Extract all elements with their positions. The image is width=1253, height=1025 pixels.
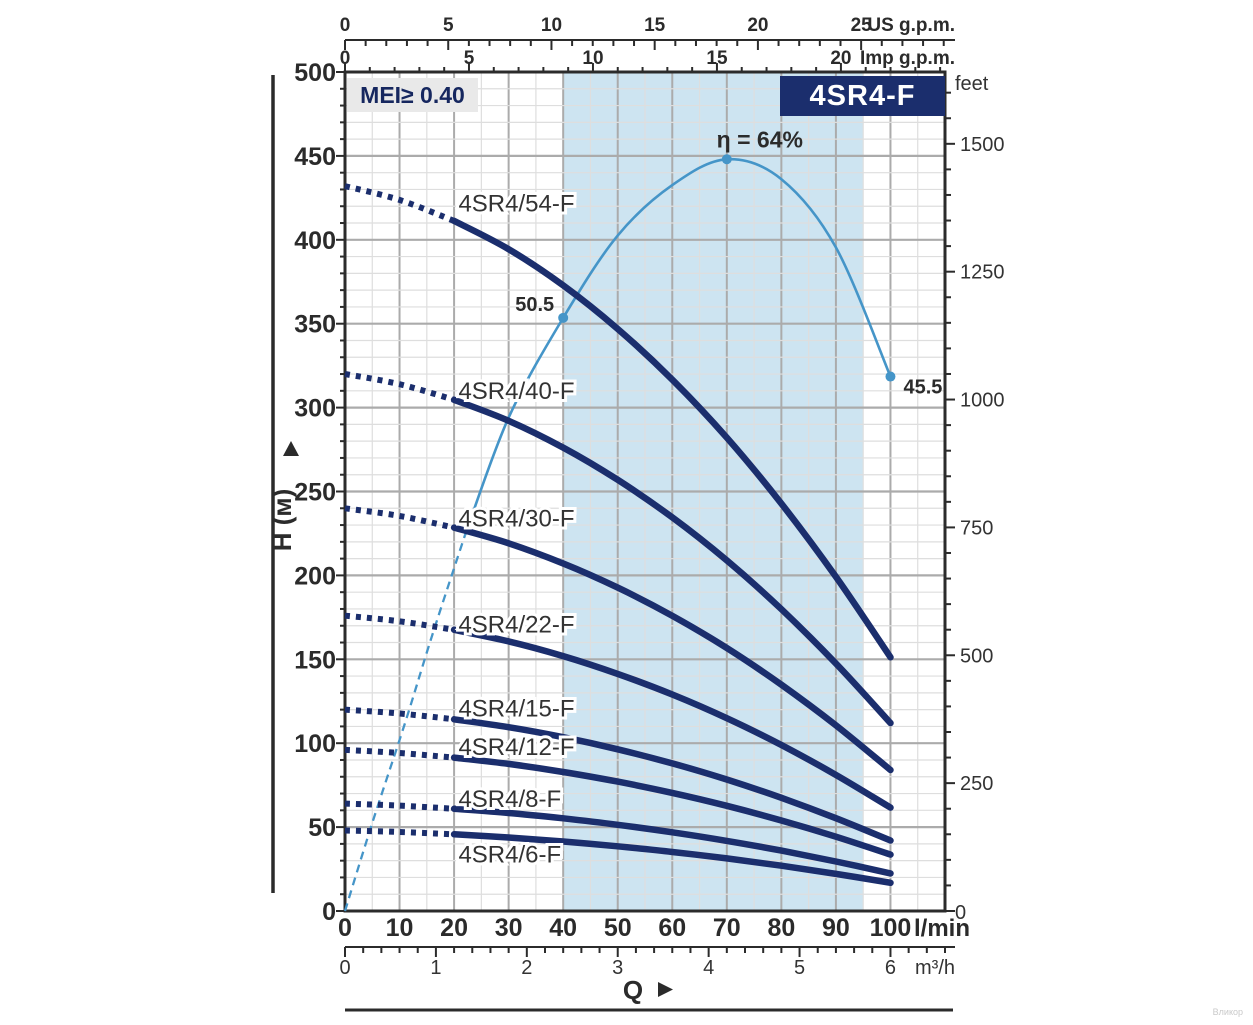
pump-curve-4SR4/54-F bbox=[450, 217, 894, 661]
tick-label-feet: 1250 bbox=[960, 262, 1005, 284]
tick-label-feet: 1500 bbox=[960, 134, 1005, 156]
watermark: Вликор bbox=[1212, 1007, 1243, 1017]
efficiency-point bbox=[721, 154, 732, 165]
tick-label-lmin: 100 bbox=[870, 914, 912, 942]
impgpm-axis-title: Imp g.p.m. bbox=[860, 48, 955, 69]
pump-curve-4SR4/40-F bbox=[450, 396, 894, 727]
tick-label-impgpm: 0 bbox=[340, 48, 351, 69]
tick-label-lmin: 20 bbox=[440, 914, 468, 942]
tick-label-h-m: 400 bbox=[294, 227, 336, 255]
tick-label-feet: 1000 bbox=[960, 390, 1005, 412]
pump-curve-dotted-4SR4/15-F bbox=[344, 706, 455, 723]
m3h-axis-title: m³/h bbox=[915, 957, 955, 979]
tick-label-m3h: 5 bbox=[794, 957, 805, 979]
pump-curve-4SR4/12-F bbox=[450, 754, 894, 858]
curve-label: 4SR4/40-F bbox=[458, 378, 574, 405]
curve-label: 4SR4/6-F bbox=[458, 841, 561, 868]
curve-label: 4SR4/54-F bbox=[458, 190, 574, 217]
tick-label-h-m: 250 bbox=[294, 479, 336, 507]
tick-label-feet: 250 bbox=[960, 773, 993, 795]
model-title-badge: 4SR4-F bbox=[780, 76, 945, 116]
tick-label-usgpm: 10 bbox=[541, 15, 562, 36]
pump-curve-dotted-4SR4/8-F bbox=[344, 800, 455, 812]
tick-label-impgpm: 15 bbox=[706, 48, 728, 69]
tick-label-m3h: 1 bbox=[430, 957, 441, 979]
tick-label-lmin: 10 bbox=[386, 914, 414, 942]
feet-axis-title: feet bbox=[955, 73, 989, 95]
lmin-axis-title: l/min bbox=[914, 915, 970, 942]
q-axis-arrow-icon bbox=[658, 982, 673, 997]
tick-label-lmin: 30 bbox=[495, 914, 523, 942]
h-axis-arrow-icon bbox=[283, 441, 299, 456]
tick-label-lmin: 80 bbox=[767, 914, 795, 942]
pump-curve-dotted-4SR4/22-F bbox=[344, 612, 455, 633]
tick-label-h-m: 0 bbox=[322, 898, 336, 926]
pump-curve-4SR4/15-F bbox=[450, 716, 894, 844]
tick-label-m3h: 4 bbox=[703, 957, 714, 979]
tick-label-impgpm: 20 bbox=[830, 48, 851, 69]
tick-label-impgpm: 5 bbox=[464, 48, 475, 69]
tick-label-m3h: 2 bbox=[521, 957, 532, 979]
tick-label-impgpm: 10 bbox=[582, 48, 603, 69]
tick-label-m3h: 3 bbox=[612, 957, 623, 979]
tick-label-feet: 500 bbox=[960, 645, 993, 667]
pump-curve-4SR4/22-F bbox=[450, 626, 894, 811]
efficiency-point bbox=[885, 371, 896, 382]
curve-label: 4SR4/22-F bbox=[458, 611, 574, 638]
efficiency-curve-dashed bbox=[343, 534, 467, 912]
tick-label-feet-zero: 0 bbox=[955, 902, 966, 924]
tick-label-h-m: 350 bbox=[294, 311, 336, 339]
tick-label-h-m: 100 bbox=[294, 730, 336, 758]
tick-label-usgpm: 5 bbox=[443, 15, 454, 36]
tick-label-h-m: 500 bbox=[294, 59, 336, 87]
curve-label: 4SR4/15-F bbox=[458, 695, 574, 722]
efficiency-value-label: 45.5 bbox=[903, 377, 942, 399]
curve-label: 4SR4/12-F bbox=[458, 734, 574, 761]
tick-label-h-m: 450 bbox=[294, 143, 336, 171]
tick-label-usgpm: 25 bbox=[851, 15, 873, 36]
tick-label-feet: 750 bbox=[960, 517, 993, 539]
tick-label-h-m: 300 bbox=[294, 395, 336, 423]
tick-label-lmin: 70 bbox=[713, 914, 741, 942]
pump-curve-4SR4/6-F bbox=[450, 831, 894, 887]
tick-label-h-m: 150 bbox=[294, 646, 336, 674]
tick-label-lmin: 90 bbox=[822, 914, 850, 942]
tick-label-lmin: 0 bbox=[338, 914, 352, 942]
efficiency-point bbox=[558, 312, 569, 323]
curve-label: 4SR4/30-F bbox=[458, 506, 574, 533]
tick-label-usgpm: 0 bbox=[340, 15, 351, 36]
mei-badge: MEI≥ 0.40 bbox=[347, 78, 478, 112]
efficiency-value-label: 50.5 bbox=[515, 294, 554, 316]
curve-label: 4SR4/8-F bbox=[458, 786, 561, 813]
h-axis-title: H (м) bbox=[267, 489, 297, 552]
tick-label-m3h: 6 bbox=[885, 957, 896, 979]
tick-label-m3h: 0 bbox=[339, 957, 350, 979]
pump-curve-dotted-4SR4/30-F bbox=[344, 505, 455, 531]
pump-curve-dotted-4SR4/40-F bbox=[344, 371, 455, 403]
tick-label-h-m: 50 bbox=[308, 814, 336, 842]
pump-curve-4SR4/8-F bbox=[450, 805, 894, 877]
tick-label-usgpm: 15 bbox=[644, 15, 666, 36]
tick-label-lmin: 60 bbox=[658, 914, 686, 942]
tick-label-lmin: 40 bbox=[549, 914, 577, 942]
tick-label-lmin: 50 bbox=[604, 914, 632, 942]
pump-curve-4SR4/30-F bbox=[450, 524, 894, 774]
pump-curve-dotted-4SR4/12-F bbox=[344, 746, 455, 761]
tick-label-h-m: 200 bbox=[294, 562, 336, 590]
efficiency-peak-label: η = 64% bbox=[717, 126, 803, 152]
pump-curve-dotted-4SR4/54-F bbox=[344, 183, 456, 224]
efficiency-curve bbox=[463, 157, 892, 536]
tick-label-usgpm: 20 bbox=[747, 15, 768, 36]
usgpm-axis-title: US g.p.m. bbox=[867, 15, 955, 36]
q-axis-title: Q bbox=[623, 975, 643, 1005]
pump-curve-dotted-4SR4/6-F bbox=[344, 827, 455, 838]
